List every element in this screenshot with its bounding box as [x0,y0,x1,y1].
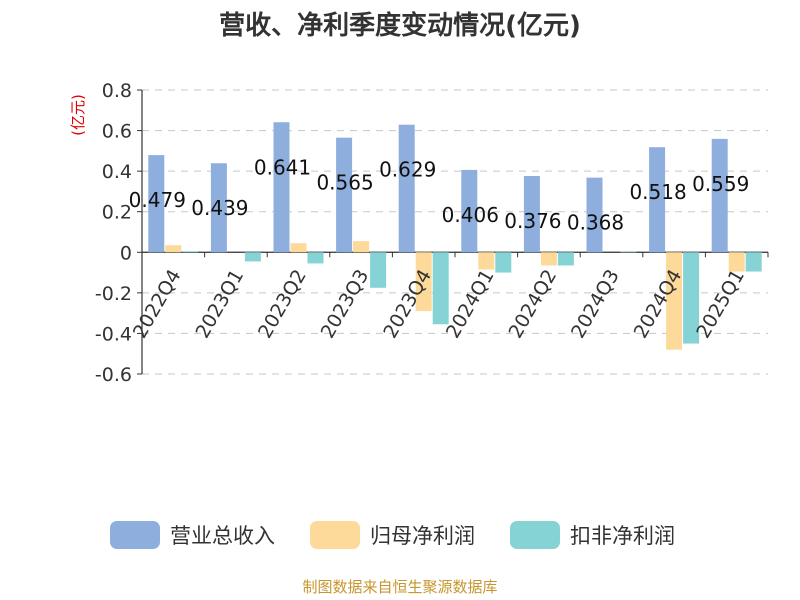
bar-2025Q1-series-1[interactable] [728,252,745,272]
legend-label: 营业总收入 [170,524,275,548]
bar-2023Q2-series-2[interactable] [307,252,324,264]
legend[interactable]: 营业总收入 归母净利润 扣非净利润 [110,521,675,549]
data-label-2024Q3: 0.368 [567,211,624,235]
bar-2024Q3-series-2[interactable] [620,251,637,253]
bar-2025Q1-series-0[interactable] [711,138,728,253]
bar-2024Q4-series-2[interactable] [683,252,700,344]
bar-2023Q4-series-0[interactable] [398,124,415,253]
bar-2024Q1-series-1[interactable] [478,252,495,270]
bar-2023Q4-series-2[interactable] [432,252,449,325]
bar-2024Q1-series-0[interactable] [461,169,478,253]
y-tick-label: 0.8 [102,80,132,102]
x-tick-label-2023Q1: 2023Q1 [191,266,248,342]
chart-title: 营收、净利季度变动情况(亿元) [219,10,581,41]
legend-label: 归母净利润 [370,524,475,548]
data-label-2025Q1: 0.559 [692,172,749,196]
bar-2024Q3-series-0[interactable] [586,177,603,253]
data-label-2024Q1: 0.406 [442,203,499,227]
legend-item-2[interactable]: 扣非净利润 [510,521,675,549]
bar-2023Q1-series-0[interactable] [210,163,227,253]
bar-2024Q2-series-0[interactable] [523,176,540,253]
bar-2025Q1-series-2[interactable] [745,252,762,272]
data-label-2023Q3: 0.565 [316,171,373,195]
bar-2023Q2-series-0[interactable] [273,122,290,253]
bar-2024Q1-series-2[interactable] [495,252,512,273]
y-tick-label: 0.4 [102,161,132,183]
y-tick-label: 0.6 [102,121,132,143]
bar-2022Q4-series-1[interactable] [165,245,182,253]
data-label-2023Q2: 0.641 [254,155,311,179]
bar-2023Q1-series-2[interactable] [244,252,261,262]
y-tick-label: -0.4 [95,323,132,345]
x-tick-label-2025Q1: 2025Q1 [692,266,749,342]
legend-item-1[interactable]: 归母净利润 [310,521,475,549]
y-tick-label: -0.6 [95,364,132,386]
x-tick-label-2024Q1: 2024Q1 [442,266,499,342]
y-tick-label: -0.2 [95,283,132,305]
bars [148,122,762,350]
y-tick-label: 0 [120,242,132,264]
data-source-note: 制图数据来自恒生聚源数据库 [302,578,497,596]
legend-swatch [310,521,360,549]
data-label-2024Q4: 0.518 [629,180,686,204]
x-tick-label-2022Q4: 2022Q4 [129,266,186,342]
bar-2024Q2-series-2[interactable] [557,252,574,266]
data-label-2023Q1: 0.439 [191,196,248,220]
bar-2022Q4-series-0[interactable] [148,155,165,253]
y-tick-label: 0.2 [102,202,132,224]
bar-2022Q4-series-2[interactable] [182,251,199,253]
legend-item-0[interactable]: 营业总收入 [110,521,275,549]
bar-2023Q3-series-1[interactable] [353,241,370,253]
x-tick-label-2023Q2: 2023Q2 [254,266,311,342]
x-tick-label-2024Q2: 2024Q2 [504,266,561,342]
bar-2023Q2-series-1[interactable] [290,243,307,253]
bar-2024Q4-series-0[interactable] [649,147,666,253]
legend-label: 扣非净利润 [570,524,675,548]
data-label-2022Q4: 0.479 [129,188,186,212]
bar-2024Q2-series-1[interactable] [540,252,557,266]
bar-2023Q4-series-1[interactable] [415,252,432,312]
y-axis-unit-label: (亿元) [69,94,87,136]
bar-2024Q4-series-1[interactable] [666,252,683,350]
bar-2023Q3-series-2[interactable] [370,252,387,288]
data-label-2024Q2: 0.376 [504,209,561,233]
data-label-2023Q4: 0.629 [379,158,436,182]
x-tick-label-2024Q3: 2024Q3 [567,266,624,342]
x-tick-label-2023Q3: 2023Q3 [317,266,374,342]
legend-swatch [110,521,160,549]
legend-swatch [510,521,560,549]
bar-2023Q3-series-0[interactable] [336,137,353,253]
